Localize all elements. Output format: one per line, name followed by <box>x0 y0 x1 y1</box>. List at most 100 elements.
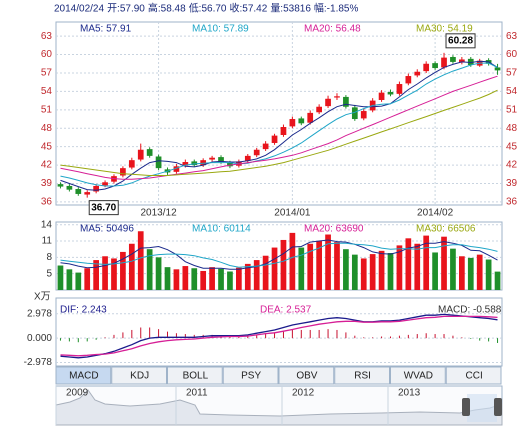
candle-body <box>307 112 314 123</box>
candle-body <box>289 119 296 127</box>
ma-line <box>60 242 498 268</box>
tab[interactable] <box>390 366 446 385</box>
candle-body <box>432 63 438 69</box>
candle-body <box>494 67 501 71</box>
y-tick-label-right: 63 <box>506 31 518 42</box>
candle-body <box>378 92 385 100</box>
volume-bar <box>84 268 91 290</box>
volume-bar <box>325 234 331 290</box>
y-tick-label: 63 <box>41 31 53 42</box>
volume-bar <box>146 249 153 290</box>
year-label: 2009 <box>66 388 89 399</box>
tab-label[interactable]: OBV <box>296 371 317 382</box>
y-tick-label: 60 <box>41 49 53 60</box>
volume-bar <box>450 248 456 290</box>
tab-label[interactable]: WVAD <box>404 371 433 382</box>
volume-bar <box>441 236 447 290</box>
legend-entry: MA20: 56.48 <box>304 24 361 35</box>
candle-body <box>200 160 207 166</box>
annotation-box <box>445 33 476 49</box>
annotation: 36.70 <box>91 202 116 213</box>
y-tick-label: -2.978 <box>24 357 53 368</box>
volume-bar <box>218 268 224 290</box>
tab-label[interactable]: PSY <box>241 371 261 382</box>
volume-bar <box>307 243 314 290</box>
volume-bar <box>334 242 340 290</box>
candle-body <box>182 162 189 166</box>
volume-bar <box>137 231 144 290</box>
x-tick-label: 2014/02 <box>417 208 454 219</box>
tab[interactable] <box>334 366 390 385</box>
candle-body <box>66 185 73 190</box>
candle-body <box>334 96 340 98</box>
tab[interactable] <box>222 366 279 385</box>
volume-bar <box>200 270 207 290</box>
candle-body <box>343 96 349 107</box>
header-item: 量:53816 <box>270 3 311 15</box>
navigator-handle[interactable] <box>462 398 470 416</box>
tab-label[interactable]: MACD <box>69 371 98 382</box>
header-item: 幅:-1.85% <box>314 2 359 15</box>
y-tick-label-right: 51 <box>506 104 518 115</box>
candle-body <box>120 168 126 176</box>
y-tick-label: 51 <box>41 104 53 115</box>
y-tick-label: 42 <box>41 160 53 171</box>
legend-entry: MA20: 63690 <box>304 224 364 235</box>
candle-body <box>57 184 64 187</box>
tab-label[interactable]: CCI <box>466 371 483 382</box>
tab[interactable] <box>111 366 167 385</box>
volume-bar <box>459 256 465 290</box>
legend-entry: MA10: 60114 <box>192 224 251 235</box>
candle-body <box>128 160 135 168</box>
candle-body <box>467 58 474 65</box>
candle-body <box>360 111 367 119</box>
legend-entry: MACD: -0.588 <box>438 305 502 316</box>
y-tick-label: 2.978 <box>27 308 52 319</box>
volume-bar <box>351 254 358 290</box>
navigator-handle[interactable] <box>494 398 502 416</box>
tab-label[interactable]: KDJ <box>130 371 149 382</box>
volume-bar <box>289 232 296 290</box>
volume-bar <box>227 271 233 290</box>
y-tick-label: 45 <box>41 141 53 152</box>
candle-body <box>75 189 82 194</box>
volume-bar <box>343 249 349 290</box>
volume-bar <box>253 260 260 290</box>
candle-body <box>93 185 99 192</box>
tab[interactable] <box>55 366 112 385</box>
volume-bar <box>378 250 385 290</box>
tab-label[interactable]: RSI <box>354 371 371 382</box>
navigator-window[interactable] <box>467 394 497 422</box>
volume-bar <box>271 247 278 290</box>
volume-bar <box>191 268 198 290</box>
tab[interactable] <box>278 366 335 385</box>
volume-bar <box>414 243 421 290</box>
candle-body <box>84 192 91 195</box>
volume-bar <box>262 255 269 290</box>
y-tick-label: 48 <box>41 123 53 134</box>
unit-label: X万 <box>34 292 51 303</box>
tab[interactable] <box>167 366 223 385</box>
x-tick-label: 2014/01 <box>274 208 311 219</box>
candle-body <box>450 57 456 62</box>
legend-entry: MA5: 50496 <box>80 224 134 235</box>
y-tick-label-right: 57 <box>506 68 518 79</box>
tab-label[interactable]: BOLL <box>183 371 209 382</box>
volume-bar <box>236 267 242 290</box>
volume-bar <box>369 254 376 290</box>
ma-line <box>60 89 498 176</box>
candle-body <box>137 149 144 160</box>
volume-bar <box>387 253 394 290</box>
candle-body <box>414 71 421 76</box>
legend-entry: MA10: 57.89 <box>192 24 249 35</box>
candle-body <box>459 59 465 63</box>
candle-body <box>298 118 305 124</box>
annotation-box <box>88 200 119 216</box>
volume-bar <box>128 243 135 290</box>
candle-body <box>351 107 358 120</box>
y-tick-label: 54 <box>41 86 53 97</box>
legend-entry: MA5: 57.91 <box>80 24 132 35</box>
volume-bar <box>209 267 215 290</box>
tab[interactable] <box>445 366 502 385</box>
y-tick-label-right: 42 <box>506 160 518 171</box>
